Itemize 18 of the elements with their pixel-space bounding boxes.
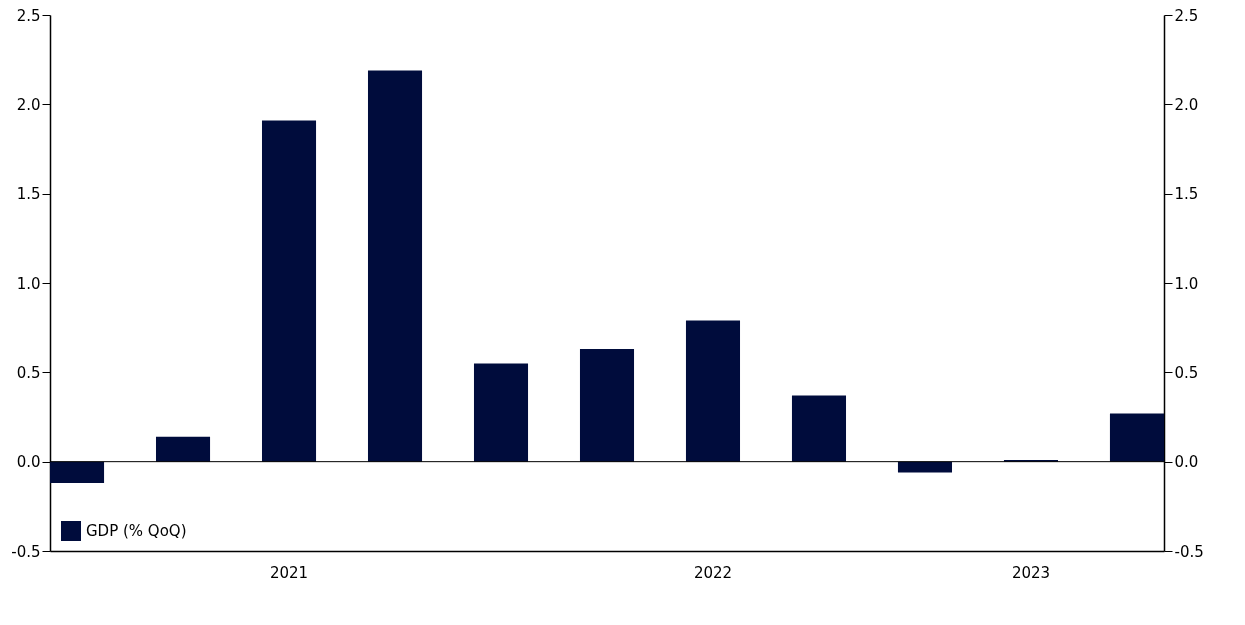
y-tick-label: 0.5 <box>16 363 41 382</box>
legend-label: GDP (% QoQ) <box>86 522 187 540</box>
y2-tick-label: 2.0 <box>1174 95 1199 114</box>
y2-tick-label: 1.5 <box>1174 185 1199 204</box>
y-tick-label: -0.5 <box>11 542 41 561</box>
y-tick-label: 2.0 <box>16 95 41 114</box>
y-tick-label: 1.5 <box>16 185 41 204</box>
y-tick-label: 0.0 <box>16 453 41 472</box>
x-tick-label: 2023 <box>1011 563 1051 582</box>
y-tick-label: 1.0 <box>16 274 41 293</box>
y-tick-label: 2.5 <box>16 6 41 25</box>
x-tick-label: 2021 <box>269 563 309 582</box>
x-tick-label: 2022 <box>693 563 733 582</box>
y2-tick-label: 0.5 <box>1174 363 1199 382</box>
y2-tick-label: -0.5 <box>1174 542 1204 561</box>
y2-tick-label: 1.0 <box>1174 274 1199 293</box>
y2-tick-label: 0.0 <box>1174 453 1199 472</box>
y2-tick-label: 2.5 <box>1174 6 1199 25</box>
